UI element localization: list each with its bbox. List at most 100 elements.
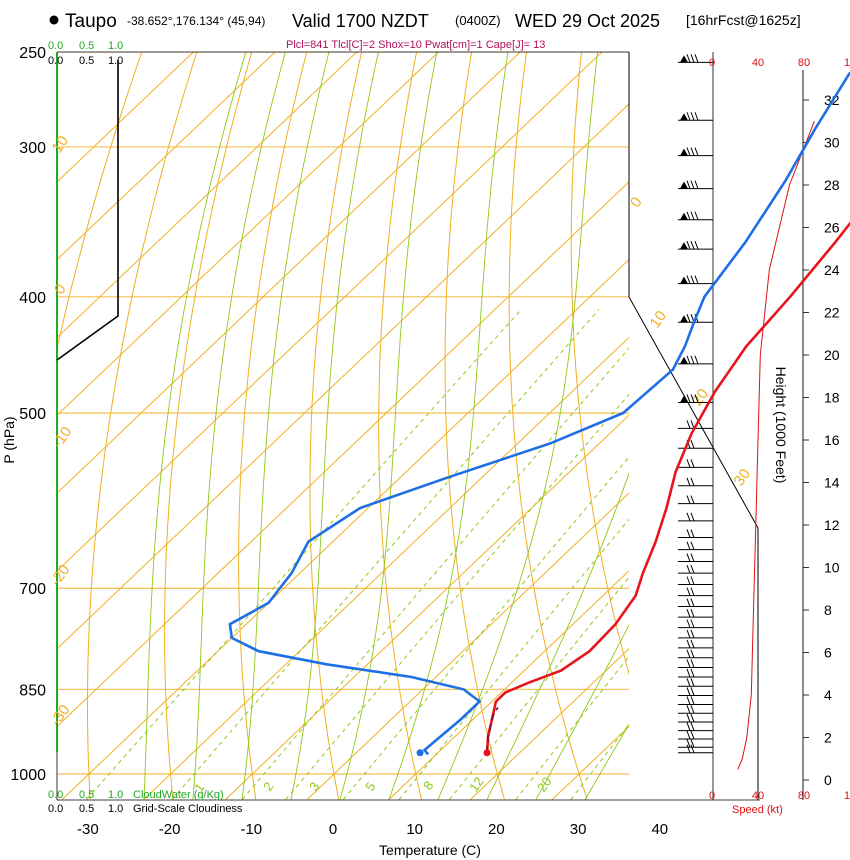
wind-barb [678,619,713,629]
bottom-scale-cloudwater-05: 0.5 [79,789,94,801]
wind-barb [678,587,713,597]
temperature-tick-label: 10 [406,821,423,838]
wind-barb [678,54,713,63]
height-tick-label: 0 [824,772,832,788]
wind-barb [678,713,713,723]
wind-barb [678,739,713,748]
top-scale-cloud-1: 1.0 [108,55,123,67]
moist-adiabat-line [388,52,509,800]
sounding-parameters: Plcl=841 Tlcl[C]=2 Shox=10 Pwat[cm]=1 Ca… [286,39,545,51]
top-scale-cloud-05: 0.5 [79,55,94,67]
isotherm-label: 0 [627,194,646,211]
x-axis-label: Temperature (C) [379,842,481,858]
wind-barb [678,705,713,714]
mixing-ratio-label: 2 [260,779,276,794]
pressure-tick-label: 1000 [10,767,46,784]
top-scale-cloudwater-1: 1.0 [108,40,123,52]
moist-adiabat-lines [143,52,629,800]
isotherm-lines [57,52,850,800]
mixing-ratio-label: 20 [534,774,555,794]
wind-barb [678,678,713,687]
wind-barb [678,609,713,618]
isotherm-line [306,492,629,800]
dry-adiabat-line [690,31,836,800]
temperature-tick-label: 20 [488,821,505,838]
bottom-scale-cloud-0: 0.0 [48,803,63,815]
moist-adiabat-line [535,623,629,800]
dry-adiabat-line [631,31,753,800]
mixing-ratio-line [86,309,522,800]
isotherm-line [57,52,439,417]
height-axis-label: Height (1000 Feet) [773,367,789,484]
wind-barb [678,629,713,639]
height-tick-label: 14 [824,475,840,491]
wind-barb [678,240,713,250]
isotherm-line [388,570,629,800]
isotherm-label: 10 [49,133,72,156]
cloudiness-label: Grid-Scale Cloudiness [133,803,243,815]
surface-temperature-marker [483,749,491,757]
valid-time: Valid 1700 NZDT [292,11,429,31]
wind-barb [678,576,713,586]
wind-barb [678,355,713,365]
mixing-ratio-line [515,655,629,800]
wind-barb [678,553,713,563]
dry-adiabat-line [87,52,198,800]
wind-barb [678,541,713,551]
height-tick-label: 28 [824,177,840,193]
isotherm-line [57,52,603,572]
temperature-tick-label: -10 [240,821,262,838]
valid-date: WED 29 Oct 2025 [515,11,660,31]
pressure-tick-label: 500 [19,406,46,423]
pressure-tick-labels: 250 300 400 500 700 850 1000 [10,45,46,784]
bottom-scale-cloudwater-1: 1.0 [108,789,123,801]
isotherm-line [57,103,629,650]
location-dot [49,15,59,25]
dry-adiabat-line [309,52,363,800]
wind-barb [678,639,713,649]
dry-adiabat-line [238,52,308,800]
pressure-tick-label: 300 [19,140,46,157]
height-tick-label: 16 [824,432,840,448]
wind-barb [678,659,713,668]
dry-adiabat-line [570,52,629,676]
isotherm-labels: 0 10 20 30 -10 -20 -30 10 0 [47,133,754,729]
isotherm-line [634,52,850,799]
wind-barb [678,459,713,468]
isotherm-line [57,52,521,494]
wind-barb [678,440,713,449]
wind-barb [678,668,713,678]
cloudwater-label: CloudWater (g/Kg) [133,789,224,801]
mixing-ratio-label: 12 [466,774,487,794]
height-tick-label: 26 [824,220,840,236]
height-tick-label: 24 [824,262,840,278]
pressure-tick-label: 400 [19,290,46,307]
top-scale-cloudwater-0: 0.0 [48,40,63,52]
moist-adiabat-line [339,52,438,800]
temperature-tick-label: 30 [570,821,587,838]
mixing-ratio-label: 8 [420,778,436,793]
temperature-tick-label: 40 [651,821,668,838]
top-scale-cloud-0: 0.0 [48,55,63,67]
moist-adiabat-line [486,472,629,800]
isotherm-label: -20 [47,562,73,590]
dewpoint-curve [228,71,850,756]
top-scale-cloudwater-05: 0.5 [79,40,94,52]
height-tick-label: 12 [824,517,840,533]
isotherm-label: 0 [51,281,70,298]
isotherm-label: -10 [49,424,75,452]
wind-barb [678,180,713,190]
pressure-tick-label: 850 [19,682,46,699]
isotherm-line [57,52,276,261]
height-tick-label: 8 [824,602,832,618]
dry-adiabat-line [378,52,422,800]
bottom-scale-cloud-1: 1.0 [108,803,123,815]
moist-adiabat-line [437,52,599,800]
speed-top-80: 80 [798,57,810,69]
moist-adiabat-line [290,52,379,800]
speed-top-40: 40 [752,57,764,69]
dry-adiabat-line [444,52,505,800]
temperature-tick-labels: -30 -20 -10 0 10 20 30 40 [77,821,668,838]
dry-adiabat-line [57,52,143,352]
